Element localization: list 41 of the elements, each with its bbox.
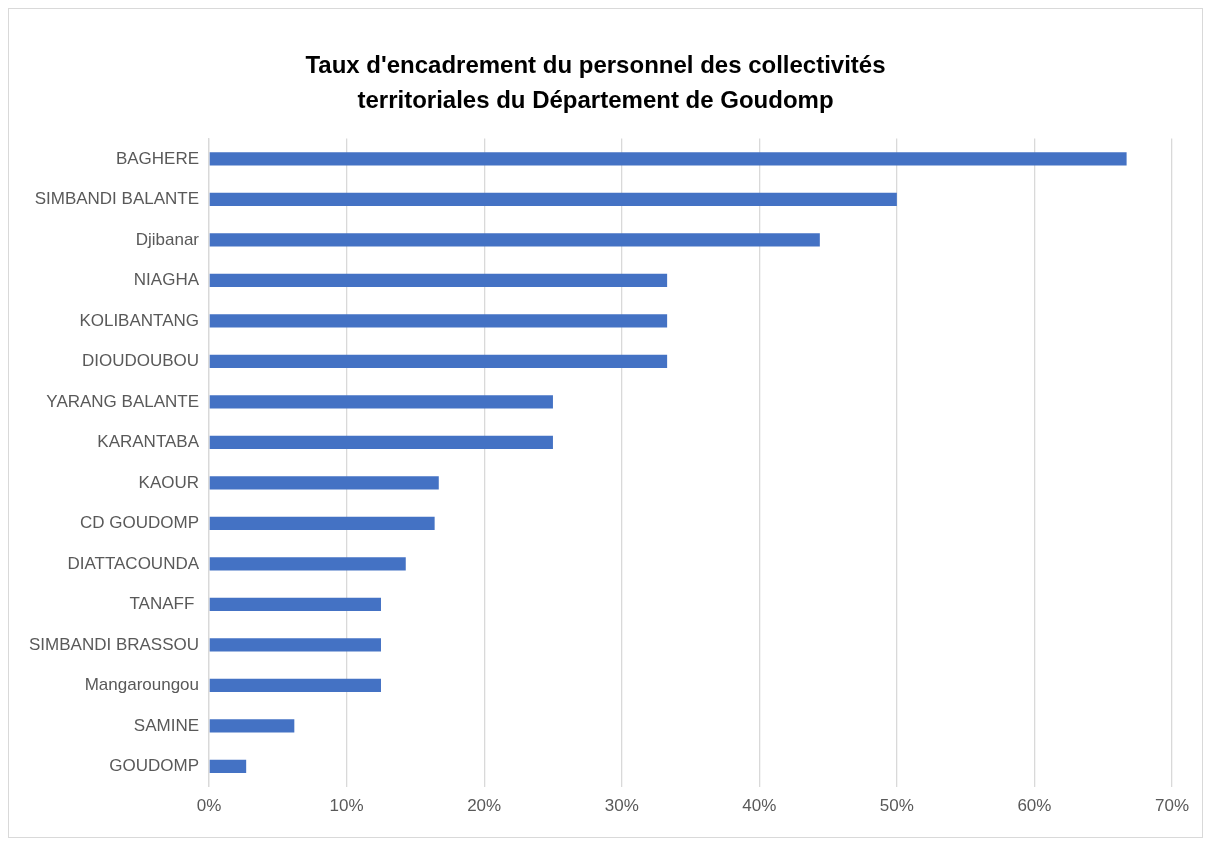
y-tick-label: CD GOUDOMP xyxy=(80,513,200,533)
bar xyxy=(209,516,435,530)
x-tick-label: 0% xyxy=(196,796,222,816)
bar xyxy=(209,719,295,733)
y-tick-label: SAMINE xyxy=(133,715,200,735)
y-tick-label: Djibanar xyxy=(135,229,200,249)
y-tick-label: YARANG BALANTE xyxy=(46,391,200,411)
bar xyxy=(209,152,1127,166)
bar xyxy=(209,314,668,328)
y-tick-label: KARANTABA xyxy=(97,432,200,452)
x-tick-label: 60% xyxy=(1017,796,1052,816)
y-tick-label: KAOUR xyxy=(138,472,200,492)
x-tick-label: 70% xyxy=(1154,796,1190,816)
bar xyxy=(209,597,381,611)
bar xyxy=(209,638,381,652)
x-tick-label: 20% xyxy=(467,796,502,816)
y-tick-label: DIATTACOUNDA xyxy=(67,553,200,573)
x-tick-label: 40% xyxy=(742,796,777,816)
x-tick-label: 50% xyxy=(879,796,914,816)
bar xyxy=(209,557,406,571)
chart-title: Taux d'encadrement du personnel des collectivités territoriales du Département de Goudomp xyxy=(305,51,886,113)
bar xyxy=(209,435,553,449)
y-tick-label: NIAGHA xyxy=(133,270,200,290)
bar xyxy=(209,354,668,368)
bar xyxy=(209,273,668,287)
bar xyxy=(209,233,820,247)
bar xyxy=(209,759,247,773)
y-tick-label: KOLIBANTANG xyxy=(79,310,200,330)
bar xyxy=(209,192,897,206)
y-tick-label: Mangaroungou xyxy=(84,675,200,695)
y-tick-label: BAGHERE xyxy=(115,148,200,168)
y-tick-label: TANAFF xyxy=(129,594,200,614)
bar xyxy=(209,678,381,692)
x-tick-label: 10% xyxy=(329,796,364,816)
y-tick-label: SIMBANDI BRASSOU xyxy=(28,634,200,654)
y-tick-label: DIOUDOUBOU xyxy=(81,351,200,371)
x-tick-label: 30% xyxy=(604,796,639,816)
y-tick-label: GOUDOMP xyxy=(109,756,200,776)
bar xyxy=(209,395,553,409)
y-tick-label: SIMBANDI BALANTE xyxy=(34,189,200,209)
bar xyxy=(209,476,439,490)
